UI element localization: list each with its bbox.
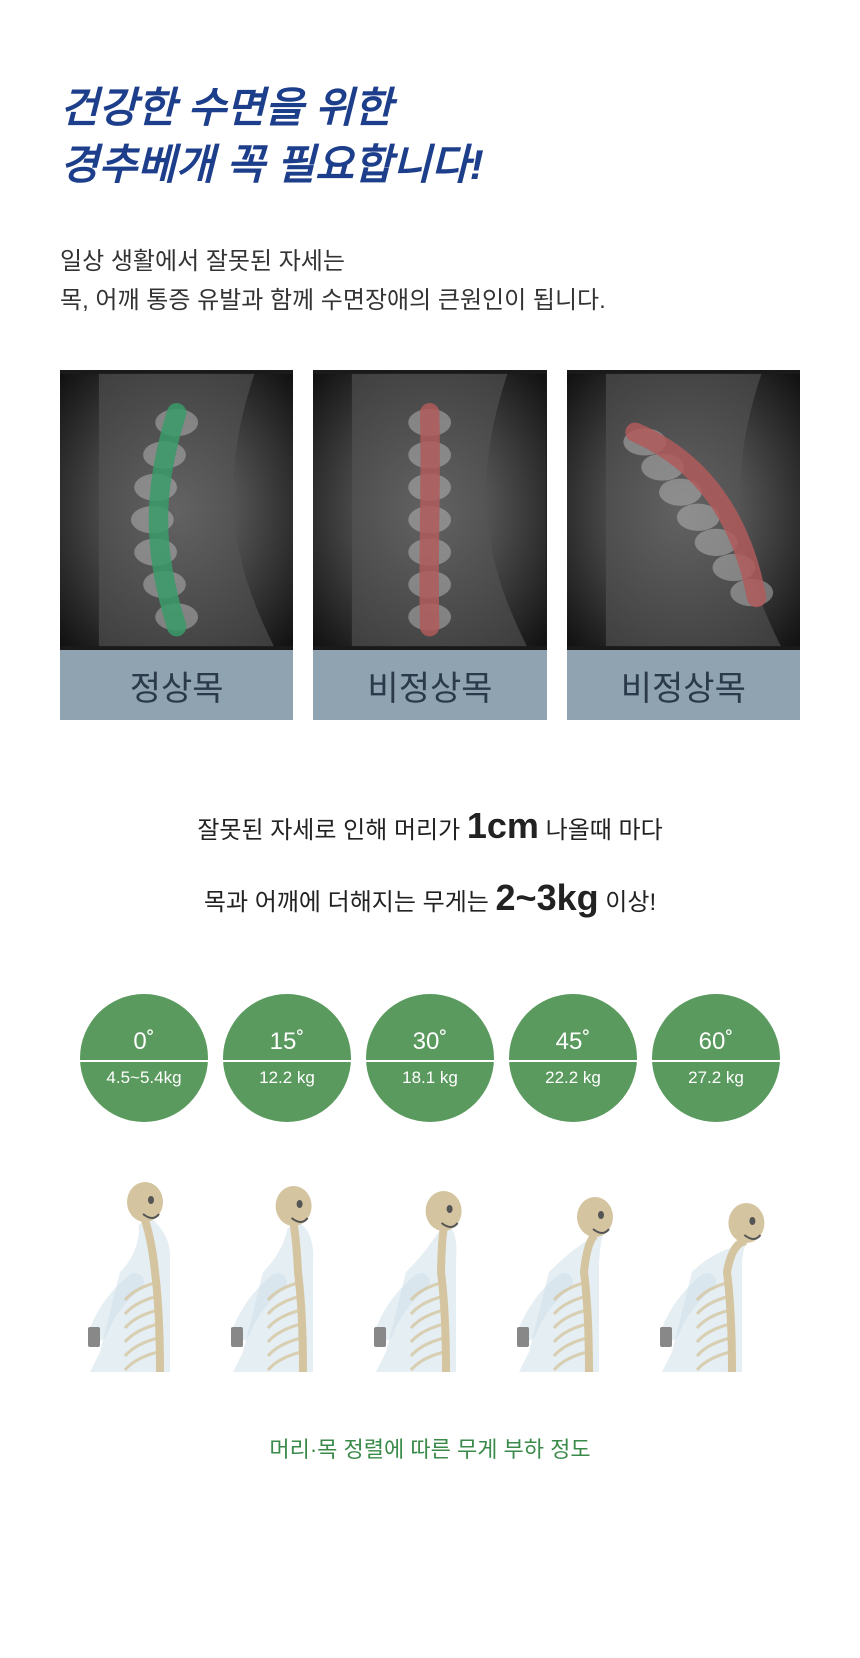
badge-divider	[366, 1060, 494, 1062]
xray-label: 비정상목	[313, 650, 546, 720]
angle-badge: 45˚ 22.2 kg	[509, 994, 637, 1122]
xray-label: 비정상목	[567, 650, 800, 720]
mid-b2: 2~3kg	[496, 877, 599, 918]
footer-caption: 머리·목 정렬에 따른 무게 부하 정도	[60, 1432, 800, 1464]
xray-card: 비정상목	[567, 370, 800, 720]
badge-weight: 12.2 kg	[259, 1068, 315, 1088]
xray-card: 비정상목	[313, 370, 546, 720]
angle-badge: 30˚ 18.1 kg	[366, 994, 494, 1122]
mid-t2: 나올때 마다	[546, 817, 663, 844]
mid-t4: 이상!	[605, 889, 656, 916]
subtitle-line2: 목, 어깨 통증 유발과 함께 수면장애의 큰원인이 됩니다.	[60, 287, 606, 314]
mid-b1: 1cm	[467, 805, 539, 846]
skeleton-figure	[366, 1172, 494, 1372]
title-line2: 경추베개 꼭 필요합니다!	[60, 141, 484, 188]
skeleton-posture-row	[60, 1172, 800, 1372]
badge-weight: 18.1 kg	[402, 1068, 458, 1088]
skeleton-figure	[652, 1172, 780, 1372]
badge-divider	[223, 1060, 351, 1062]
xray-card: 정상목	[60, 370, 293, 720]
xray-image	[567, 370, 800, 650]
xray-image	[60, 370, 293, 650]
badge-divider	[80, 1060, 208, 1062]
angle-badge: 15˚ 12.2 kg	[223, 994, 351, 1122]
angle-badge: 60˚ 27.2 kg	[652, 994, 780, 1122]
badge-angle: 15˚	[270, 1028, 305, 1056]
subtitle-line1: 일상 생활에서 잘못된 자세는	[60, 248, 345, 275]
mid-t1: 잘못된 자세로 인해 머리가	[197, 817, 460, 844]
badge-divider	[509, 1060, 637, 1062]
xray-label: 정상목	[60, 650, 293, 720]
badge-weight: 22.2 kg	[545, 1068, 601, 1088]
title-line1: 건강한 수면을 위한	[60, 84, 392, 131]
badge-angle: 30˚	[413, 1028, 448, 1056]
mid-explanation: 잘못된 자세로 인해 머리가 1cm 나올때 마다 목과 어깨에 더해지는 무게…	[60, 790, 800, 934]
badge-angle: 0˚	[133, 1028, 154, 1056]
angle-weight-badges: 0˚ 4.5~5.4kg 15˚ 12.2 kg 30˚ 18.1 kg 45˚ 22.2 k…	[60, 994, 800, 1122]
skeleton-figure	[509, 1172, 637, 1372]
badge-weight: 27.2 kg	[688, 1068, 744, 1088]
angle-badge: 0˚ 4.5~5.4kg	[80, 994, 208, 1122]
badge-angle: 45˚	[556, 1028, 591, 1056]
mid-t3: 목과 어깨에 더해지는 무게는	[204, 889, 489, 916]
badge-divider	[652, 1060, 780, 1062]
xray-comparison-row: 정상목 비정상목 비정상목	[60, 370, 800, 720]
subtitle-text: 일상 생활에서 잘못된 자세는 목, 어깨 통증 유발과 함께 수면장애의 큰원…	[60, 243, 800, 320]
skeleton-figure	[80, 1172, 208, 1372]
skeleton-figure	[223, 1172, 351, 1372]
badge-angle: 60˚	[699, 1028, 734, 1056]
main-title: 건강한 수면을 위한 경추베개 꼭 필요합니다!	[60, 80, 800, 193]
xray-image	[313, 370, 546, 650]
badge-weight: 4.5~5.4kg	[106, 1068, 181, 1088]
